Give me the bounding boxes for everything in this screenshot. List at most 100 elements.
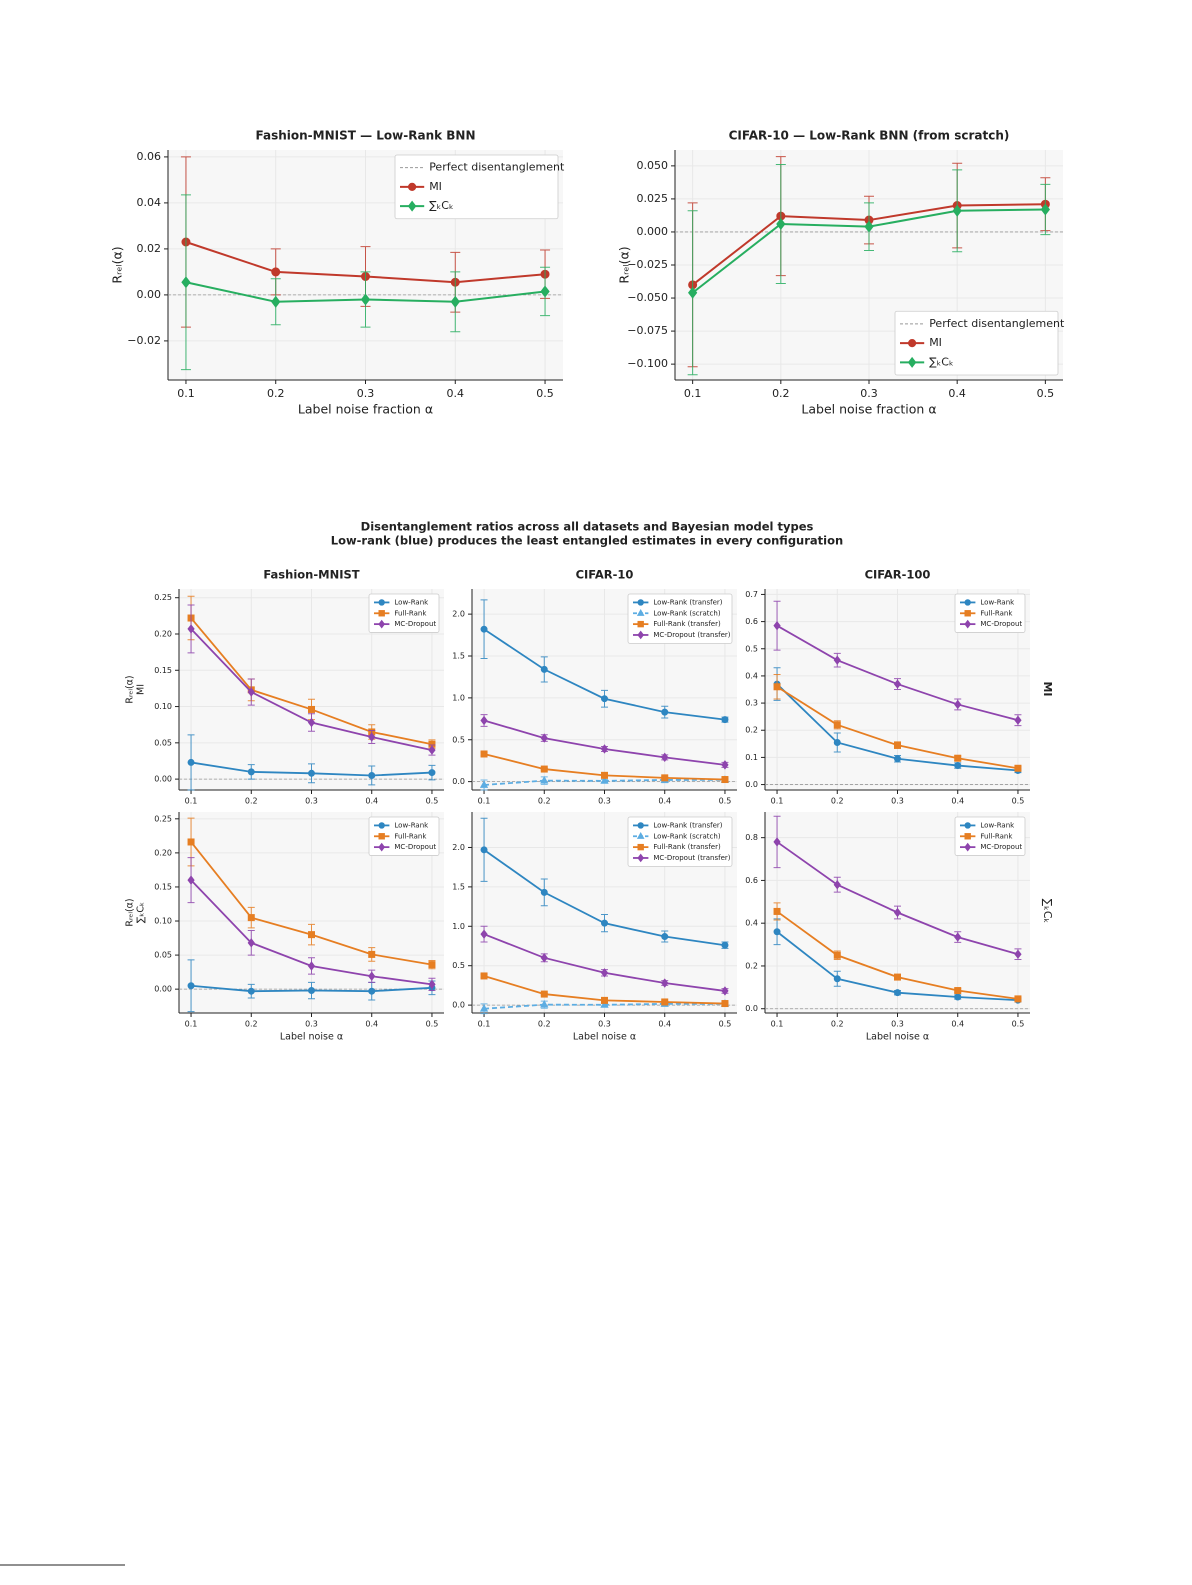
marker xyxy=(661,998,669,1006)
y-tick-label: 0.0 xyxy=(452,1001,465,1010)
x-tick-label: 0.5 xyxy=(719,1020,732,1029)
marker xyxy=(378,822,385,829)
marker xyxy=(954,987,962,995)
y-tick-label: 0.20 xyxy=(154,848,172,857)
y-tick-label: 0.1 xyxy=(745,753,758,762)
marker xyxy=(187,875,195,885)
marker xyxy=(247,938,255,948)
y-tick-label: 0.0 xyxy=(745,780,758,789)
legend-box xyxy=(394,154,559,220)
legend-label: MC-Dropout (transfer) xyxy=(653,854,730,862)
row-label: ∑ₖCₖ xyxy=(1041,899,1054,923)
legend-label: Full-Rank xyxy=(980,832,1013,840)
x-tick-label: 0.1 xyxy=(185,797,198,806)
marker xyxy=(368,732,376,742)
marker xyxy=(954,762,962,770)
marker xyxy=(637,822,644,829)
marker xyxy=(721,1000,729,1008)
y-tick-label: 0.00 xyxy=(137,288,162,301)
x-tick-label: 0.1 xyxy=(177,387,195,400)
y-tick-label: 0.10 xyxy=(154,702,172,711)
legend-label: Low-Rank (transfer) xyxy=(653,821,722,829)
x-tick-label: 0.2 xyxy=(245,797,258,806)
legend-box xyxy=(954,593,1026,633)
y-tick-label: 1.5 xyxy=(452,652,465,661)
marker xyxy=(428,745,436,755)
x-tick-label: 0.4 xyxy=(948,387,966,400)
marker xyxy=(688,286,698,299)
marker xyxy=(408,182,417,191)
legend-label: MC-Dropout (transfer) xyxy=(653,631,730,639)
marker xyxy=(480,972,488,980)
legend-label: Low-Rank (scratch) xyxy=(653,832,720,840)
legend-label: MI xyxy=(929,336,942,349)
marker xyxy=(308,769,315,777)
y-axis-label: Rᵣₑₗ(α) xyxy=(110,246,125,283)
marker xyxy=(1014,764,1022,772)
marker xyxy=(773,683,781,691)
marker xyxy=(540,285,550,298)
y-tick-label: 0.5 xyxy=(452,735,465,744)
marker xyxy=(894,755,901,763)
marker xyxy=(601,919,608,927)
legend-label: Perfect disentanglement xyxy=(929,317,1065,330)
x-tick-label: 0.1 xyxy=(684,387,702,400)
legend-label: MC-Dropout xyxy=(980,843,1022,851)
marker xyxy=(1014,949,1022,959)
y-tick-label: 2.0 xyxy=(452,610,465,619)
marker xyxy=(479,780,489,788)
y-axis-label: Rᵣₑₗ(α) xyxy=(125,675,136,703)
x-tick-label: 0.3 xyxy=(860,387,878,400)
y-tick-label: 0.6 xyxy=(745,876,758,885)
marker xyxy=(247,987,255,995)
marker xyxy=(661,933,669,941)
marker xyxy=(964,599,971,606)
marker xyxy=(954,699,962,710)
x-axis-label: Label noise fraction α xyxy=(298,402,433,417)
marker xyxy=(480,929,488,939)
marker xyxy=(661,978,669,988)
y-tick-label: 2.0 xyxy=(452,843,465,852)
marker xyxy=(637,599,644,606)
y-tick-label: −0.050 xyxy=(627,291,668,304)
x-axis-label: Label noise fraction α xyxy=(801,402,936,417)
marker xyxy=(247,914,255,922)
legend-label: Full-Rank (transfer) xyxy=(653,843,721,851)
x-tick-label: 0.4 xyxy=(447,387,465,400)
legend-label: ∑ₖCₖ xyxy=(929,355,953,368)
marker xyxy=(661,752,669,763)
y-tick-label: 0.4 xyxy=(745,919,758,928)
marker xyxy=(721,986,729,996)
marker xyxy=(600,744,609,754)
marker xyxy=(954,754,962,762)
marker xyxy=(954,932,962,942)
x-tick-label: 0.3 xyxy=(357,387,375,400)
x-tick-label: 0.2 xyxy=(772,387,790,400)
y-tick-label: 0.050 xyxy=(637,159,669,172)
x-axis-label: Label noise α xyxy=(866,1032,929,1043)
marker xyxy=(479,1004,489,1012)
marker xyxy=(480,625,488,633)
chart-title: CIFAR-100 xyxy=(865,568,931,582)
y-tick-label: 0.4 xyxy=(745,671,758,680)
y-tick-label: 0.5 xyxy=(745,644,758,653)
marker xyxy=(368,950,376,958)
marker xyxy=(540,765,548,773)
legend-box xyxy=(368,816,440,856)
legend-label: Full-Rank xyxy=(394,609,427,617)
marker xyxy=(833,721,841,729)
marker xyxy=(773,620,781,631)
x-tick-label: 0.2 xyxy=(538,1020,551,1029)
marker xyxy=(368,771,376,779)
x-tick-label: 0.1 xyxy=(185,1020,198,1029)
marker xyxy=(247,768,255,776)
marker xyxy=(360,293,371,306)
marker xyxy=(540,990,548,998)
marker xyxy=(480,715,488,726)
marker xyxy=(721,716,729,724)
x-tick-label: 0.5 xyxy=(426,797,439,806)
marker xyxy=(271,295,281,308)
marker xyxy=(907,356,917,368)
marker xyxy=(540,888,548,896)
